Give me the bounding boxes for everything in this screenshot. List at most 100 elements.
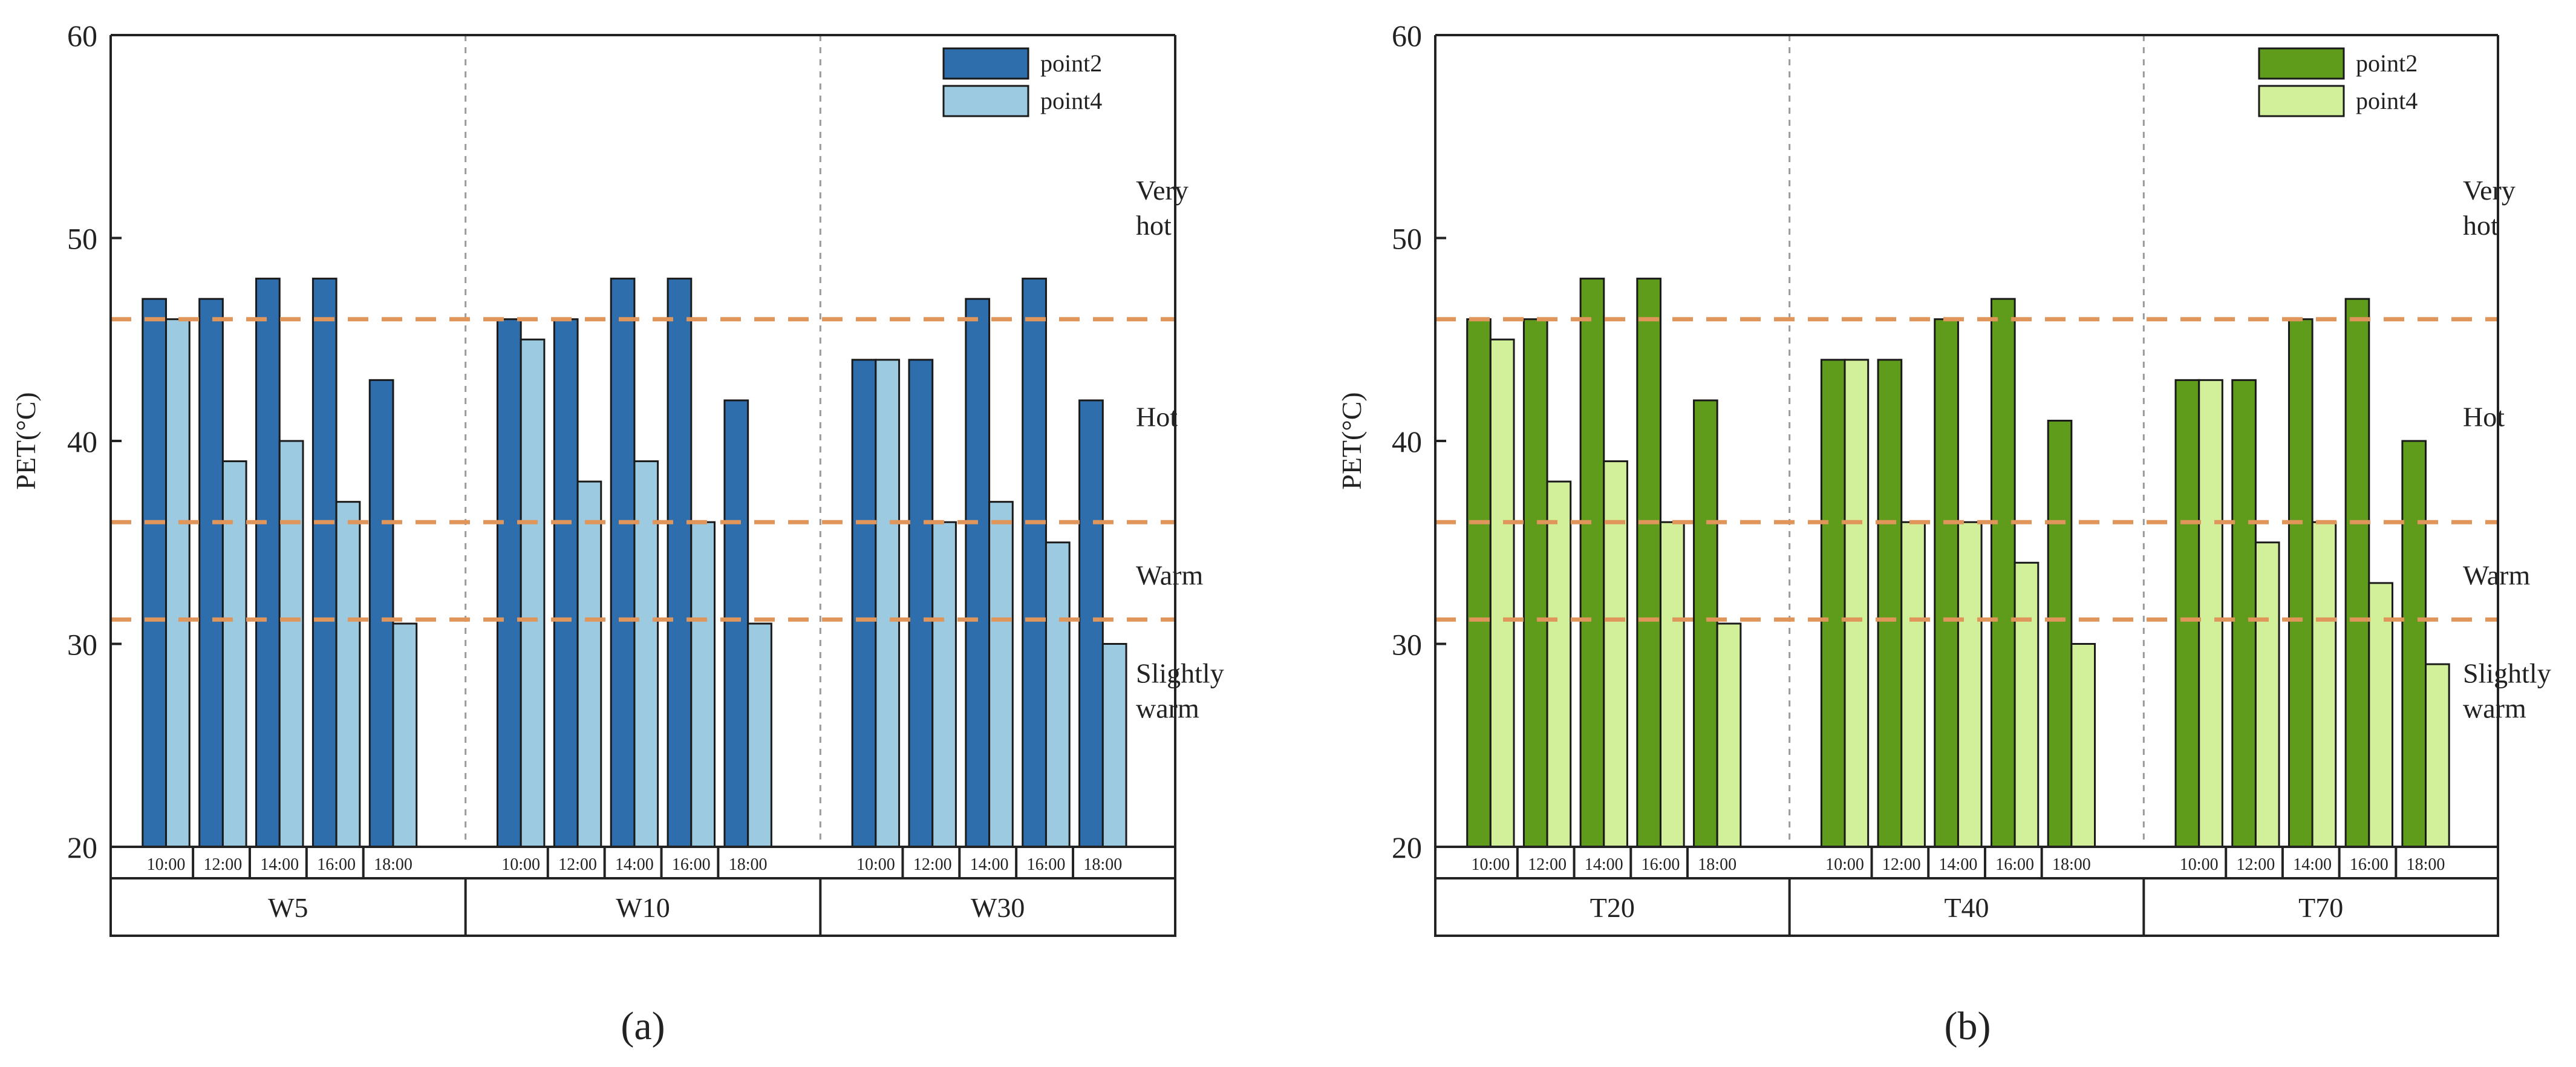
bar-point2 [1522,318,1548,848]
chart-b: VeryhotHotWarmSlightlywarm2030405060PET(… [1336,19,2551,1048]
time-label: 18:00 [2407,855,2445,874]
group-label: W5 [268,892,308,923]
time-label: 18:00 [1083,855,1122,874]
bar-point4 [1489,338,1515,848]
bar-point4 [633,460,659,848]
bar-point2 [1022,278,1047,848]
bar-point2 [851,359,877,848]
bar-point4 [335,501,361,848]
bar-point2 [368,379,394,848]
time-label: 16:00 [317,855,356,874]
y-tick-label: 60 [67,19,97,53]
y-axis-label: PET(°C) [10,392,41,490]
zone-label: Very [1136,175,1189,206]
bar-point4 [2311,521,2337,848]
time-label: 10:00 [1471,855,1510,874]
time-label: 18:00 [1698,855,1736,874]
time-label: 12:00 [913,855,952,874]
time-label: 14:00 [970,855,1009,874]
bar-point4 [1844,359,1870,848]
bar-point2 [496,318,522,848]
legend-swatch-point2 [2258,47,2345,80]
bar-point4 [2254,541,2280,848]
time-label: 16:00 [1995,855,2034,874]
bar-point4 [520,338,546,848]
bar-point2 [2047,419,2073,848]
time-label: 14:00 [260,855,299,874]
bar-point4 [1546,480,1572,848]
bar-point4 [278,440,304,848]
bar-point2 [553,318,579,848]
bar-point2 [2174,379,2200,848]
bar-point4 [1900,521,1926,848]
zone-label: hot [2463,210,2499,241]
group-label: W30 [971,892,1025,923]
y-tick-label: 50 [67,222,97,256]
bar-point2 [1990,298,2016,848]
bar-point4 [165,318,191,848]
y-tick-label: 50 [1392,222,1422,256]
bar-point2 [965,298,991,848]
chart-a: Very hot Hot Warm Slightly warm 20 30 40 50 60 PET(… [10,19,1224,1048]
bar-point2 [610,278,636,848]
bar-point4 [747,622,772,848]
bar-point4 [1101,643,1127,848]
panel-label: (b) [1945,1004,1991,1048]
bar-point2 [1636,278,1661,848]
bar-point2 [2401,440,2427,848]
time-label: 12:00 [1528,855,1567,874]
bar-point2 [1934,318,1959,848]
y-axis-label: PET(°C) [1336,392,1367,490]
time-label: 16:00 [672,855,711,874]
y-tick-label: 30 [1392,628,1422,662]
time-label: 16:00 [1642,855,1680,874]
time-label: 12:00 [2237,855,2275,874]
zone-label: Hot [1136,402,1178,432]
bar-point2 [908,359,934,848]
group-label: T70 [2298,892,2343,923]
y-tick-label: 40 [67,425,97,458]
bar-point4 [1045,541,1071,848]
bar-point4 [2014,561,2040,848]
legend-label-point2: point2 [1040,50,1102,77]
group-label: T40 [1944,892,1989,923]
bar-point2 [142,298,168,848]
bar-point2 [1820,359,1846,848]
y-tick-label: 20 [67,830,97,864]
time-label: 16:00 [2350,855,2389,874]
time-label: 12:00 [203,855,242,874]
y-tick-label: 30 [67,628,97,662]
bar-point4 [2425,663,2450,848]
y-tick-label: 40 [1392,425,1422,458]
y-tick-label: 60 [1392,19,1422,53]
time-label: 18:00 [374,855,412,874]
legend-label-point4: point4 [1040,87,1102,114]
bar-point2 [723,399,749,848]
bar-point2 [1877,359,1903,848]
zone-label: Warm [1136,560,1203,590]
time-label: 14:00 [615,855,654,874]
bar-point4 [2368,582,2393,848]
time-label: 10:00 [2180,855,2219,874]
time-label: 12:00 [558,855,597,874]
bar-point2 [2287,318,2314,848]
time-label: 10:00 [147,855,186,874]
bar-point4 [1659,521,1685,848]
bar-point4 [2198,379,2223,848]
zone-label: Warm [2463,560,2530,590]
bar-point2 [198,298,224,848]
y-tick-label: 20 [1392,830,1422,864]
bar-point4 [392,622,418,848]
legend-swatch-point2 [942,47,1029,80]
bar-point4 [988,501,1014,848]
bar-point2 [1579,278,1605,848]
time-label: 14:00 [1585,855,1623,874]
bar-point2 [667,278,693,848]
time-label: 12:00 [1882,855,1921,874]
bar-point4 [690,521,716,848]
legend-swatch-point4 [942,85,1029,117]
legend-label-point2: point2 [2356,50,2418,77]
time-label: 14:00 [2293,855,2332,874]
